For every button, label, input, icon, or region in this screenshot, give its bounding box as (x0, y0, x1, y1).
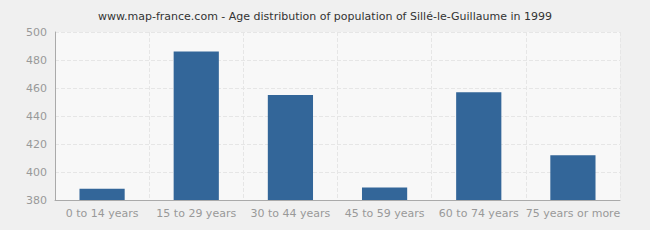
svg-text:www.map-france.com - Age distr: www.map-france.com - Age distribution of… (98, 10, 552, 23)
svg-text:500: 500 (26, 26, 47, 39)
svg-text:30 to 44 years: 30 to 44 years (251, 207, 331, 220)
svg-text:440: 440 (26, 110, 47, 123)
svg-text:400: 400 (26, 166, 47, 179)
svg-text:480: 480 (26, 54, 47, 67)
svg-text:15 to 29 years: 15 to 29 years (156, 207, 236, 220)
svg-text:420: 420 (26, 138, 47, 151)
svg-text:60 to 74 years: 60 to 74 years (439, 207, 519, 220)
svg-text:0 to 14 years: 0 to 14 years (66, 207, 139, 220)
svg-text:380: 380 (26, 194, 47, 207)
svg-text:75 years or more: 75 years or more (526, 207, 621, 220)
svg-text:460: 460 (26, 82, 47, 95)
svg-text:45 to 59 years: 45 to 59 years (345, 207, 425, 220)
